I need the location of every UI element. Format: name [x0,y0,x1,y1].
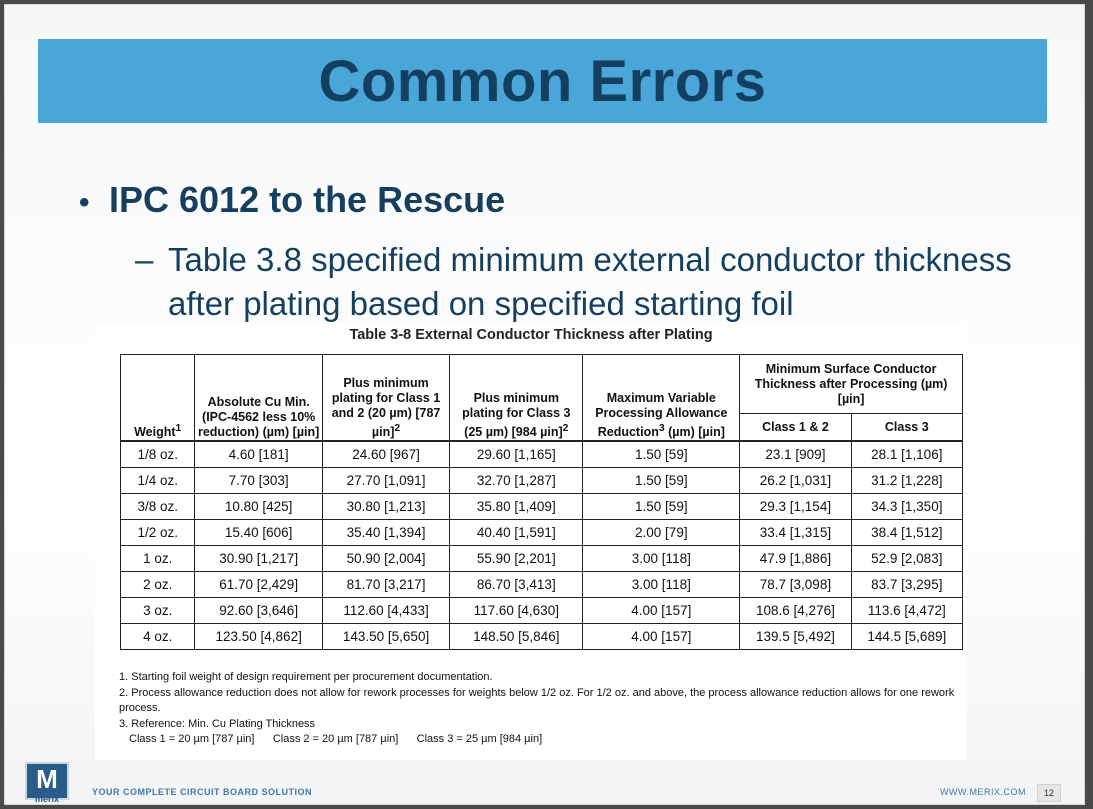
table-caption: Table 3-8 External Conductor Thickness a… [349,327,713,343]
note-2: 2. Process allowance reduction does not … [119,686,955,715]
conductor-thickness-table: Weight1 Absolute Cu Min. (IPC-4562 less … [119,354,964,650]
footer-url: WWW.MERIX.COM [940,787,1026,797]
header-class12: Class 1 & 2 [739,413,852,442]
table-row: 3 oz. 92.60 [3,646] 112.60 [4,433] 117.60 [… [119,597,964,624]
header-max-variable: Maximum Variable Processing Allowance Re… [582,354,741,442]
header-plus-class3: Plus minimum plating for Class 3 (25 µm)… [449,354,584,442]
merix-logo-icon: M merix [25,762,69,804]
footer-tagline: YOUR COMPLETE CIRCUIT BOARD SOLUTION [92,787,312,797]
table-notes: 1. Starting foil weight of design requir… [119,670,964,748]
note-3: 3. Reference: Min. Cu Plating Thickness [119,717,316,730]
table-row: 2 oz. 61.70 [2,429] 81.70 [3,217] 86.70 [3,… [119,571,964,598]
bullet-level2: – Table 3.8 specified minimum external c… [135,238,1035,326]
title-bar: Common Errors [38,39,1047,123]
table-figure: Table 3-8 External Conductor Thickness a… [95,322,967,760]
bullet2-text: Table 3.8 specified minimum external con… [168,241,1012,322]
note-3-classes: Class 1 = 20 µm [787 µin] Class 2 = 20 µ… [129,733,543,745]
header-class3: Class 3 [850,413,964,442]
table-row: 1 oz. 30.90 [1,217] 50.90 [2,004] 55.90 [2,… [119,545,964,572]
logo-wordmark: merix [34,794,60,804]
header-absolute-cu: Absolute Cu Min. (IPC-4562 less 10% redu… [194,354,323,442]
bullet-dot-icon: • [79,186,90,219]
table-row: 1/2 oz. 15.40 [606] 35.40 [1,394] 40.40 [1,… [119,519,964,546]
slide-title: Common Errors [318,48,767,114]
table-row: 4 oz. 123.50 [4,862] 143.50 [5,650] 148.50 … [119,623,964,650]
bullet1-text: IPC 6012 to the Rescue [109,179,506,220]
header-min-surface: Minimum Surface Conductor Thickness afte… [739,354,963,414]
table-row: 3/8 oz. 10.80 [425] 30.80 [1,213] 35.80 [1,… [119,493,964,520]
note-1: 1. Starting foil weight of design requir… [119,671,493,683]
table-row: 1/8 oz. 4.60 [181] 24.60 [967] 29.60 [1,165… [119,440,964,468]
header-plus-class12: Plus minimum plating for Class 1 and 2 (… [321,354,451,442]
bullet-level1: • IPC 6012 to the Rescue [79,179,505,221]
bullet-dash-icon: – [135,241,154,278]
header-weight: Weight1 [119,354,196,442]
table-row: 1/4 oz. 7.70 [303] 27.70 [1,091] 32.70 [1,2… [119,467,964,494]
page-number: 12 [1037,784,1061,802]
